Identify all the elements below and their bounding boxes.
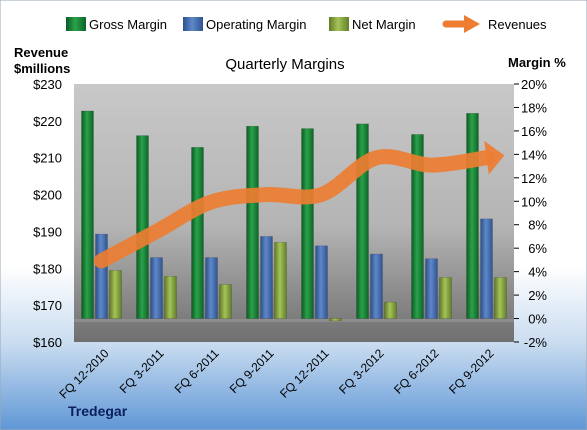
- bar-operating-margin: [315, 245, 328, 319]
- left-axis-title-line1: Revenue: [14, 45, 68, 60]
- revenue-line: [94, 149, 494, 269]
- bar-gross-margin: [81, 110, 94, 319]
- right-tick-label: 20%: [521, 77, 547, 92]
- left-tick-label: $220: [33, 114, 62, 129]
- legend-item-net-margin: Net Margin: [329, 17, 416, 32]
- legend-label-revenues: Revenues: [488, 17, 547, 32]
- bar-gross-margin: [466, 113, 479, 319]
- bar-gross-margin: [191, 147, 204, 319]
- bar-operating-margin: [95, 233, 108, 319]
- legend-label-gross-margin: Gross Margin: [89, 17, 167, 32]
- legend: Gross Margin Operating Margin Net Margin…: [66, 15, 547, 33]
- legend-item-gross-margin: Gross Margin: [66, 17, 167, 32]
- legend-item-operating-margin: Operating Margin: [183, 17, 306, 32]
- company-name: Tredegar: [68, 403, 128, 419]
- right-tick-label: 18%: [521, 100, 547, 115]
- right-axis-title: Margin %: [508, 55, 566, 70]
- bar-net-margin: [164, 276, 177, 319]
- right-tick-label: 4%: [528, 265, 547, 280]
- revenue-arrowhead: [484, 140, 505, 175]
- bar-operating-margin: [205, 257, 218, 319]
- bar-floor: [74, 319, 514, 322]
- legend-arrowhead: [464, 15, 480, 33]
- left-tick-label: $180: [33, 261, 62, 276]
- right-tick-label: 8%: [528, 218, 547, 233]
- bar-gross-margin: [356, 123, 369, 319]
- bar-net-margin: [329, 318, 342, 322]
- right-tick-label: 6%: [528, 241, 547, 256]
- right-tick-label: 2%: [528, 288, 547, 303]
- legend-label-net-margin: Net Margin: [352, 17, 416, 32]
- chart-title: Quarterly Margins: [225, 56, 344, 73]
- bar-gross-margin: [411, 134, 424, 319]
- left-tick-label: $210: [33, 151, 62, 166]
- bar-net-margin: [384, 301, 397, 319]
- left-axis: $160 $170 $180 $190 $200 $210 $220 $230: [33, 77, 62, 350]
- left-axis-title-line2: $millions: [14, 61, 70, 76]
- right-tick-label: -2%: [524, 335, 548, 350]
- bar-net-margin: [274, 242, 287, 319]
- bar-operating-margin: [425, 258, 438, 319]
- right-tick-label: 12%: [521, 171, 547, 186]
- left-tick-label: $160: [33, 335, 62, 350]
- legend-swatch-gross-margin: [66, 17, 86, 31]
- legend-label-operating-margin: Operating Margin: [206, 17, 306, 32]
- left-tick-label: $190: [33, 224, 62, 239]
- bar-net-margin: [219, 284, 232, 319]
- right-tick-label: 10%: [521, 194, 547, 209]
- bar-gross-margin: [246, 125, 259, 319]
- right-tick-label: 16%: [521, 124, 547, 139]
- right-tick-label: 0%: [528, 312, 547, 327]
- legend-item-revenues: Revenues: [442, 15, 547, 33]
- left-tick-label: $230: [33, 77, 62, 92]
- left-tick-label: $170: [33, 298, 62, 313]
- right-axis: -2% 0% 2% 4% 6% 8% 10% 12% 14% 16% 18% 20%: [514, 77, 547, 350]
- right-tick-label: 14%: [521, 147, 547, 162]
- bar-series: [81, 110, 507, 322]
- bar-gross-margin: [136, 135, 149, 319]
- legend-swatch-net-margin: [329, 17, 349, 31]
- bar-operating-margin: [260, 236, 273, 319]
- bar-gross-margin: [301, 128, 314, 319]
- legend-swatch-operating-margin: [183, 17, 203, 31]
- bar-net-margin: [109, 270, 122, 319]
- bar-operating-margin: [150, 257, 163, 319]
- left-tick-label: $200: [33, 188, 62, 203]
- bar-operating-margin: [370, 253, 383, 319]
- bar-net-margin: [439, 277, 452, 319]
- bar-net-margin: [494, 277, 507, 319]
- bar-operating-margin: [480, 218, 493, 319]
